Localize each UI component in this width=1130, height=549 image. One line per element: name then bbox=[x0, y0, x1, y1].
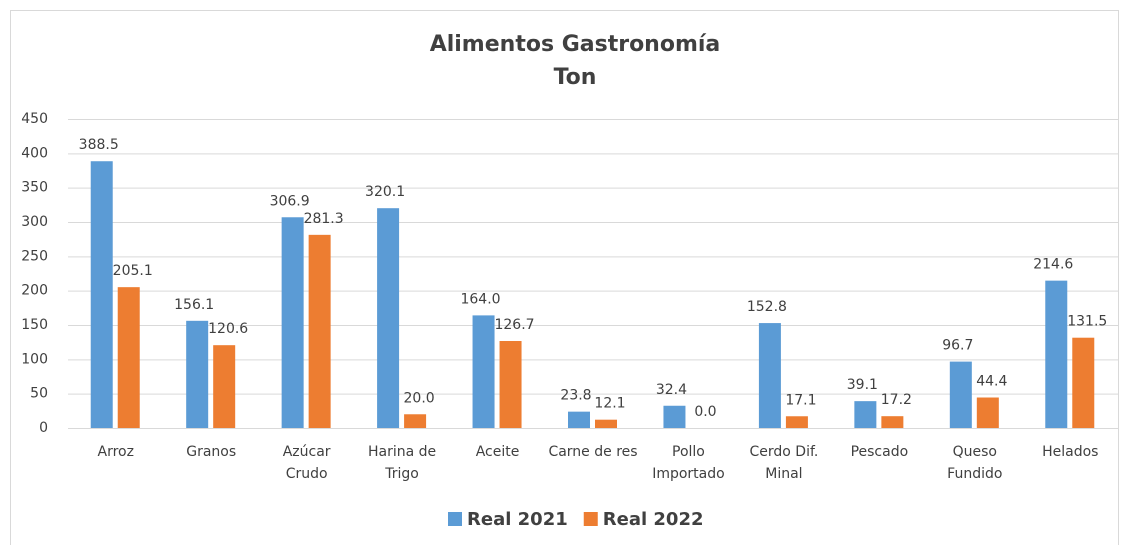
y-tick-label: 150 bbox=[21, 317, 48, 333]
y-tick-label: 450 bbox=[21, 111, 48, 127]
value-label: 17.2 bbox=[881, 392, 912, 408]
value-label: 12.1 bbox=[594, 396, 625, 412]
bar bbox=[568, 411, 590, 428]
x-tick-label: Pescado bbox=[851, 444, 909, 460]
value-label: 131.5 bbox=[1067, 314, 1107, 330]
value-label: 96.7 bbox=[942, 338, 973, 354]
x-tick-label: Pollo Importado bbox=[652, 444, 725, 482]
y-tick-label: 350 bbox=[21, 180, 48, 196]
bar bbox=[281, 217, 304, 428]
bar bbox=[117, 287, 140, 428]
value-label: 0.0 bbox=[694, 404, 716, 420]
bar bbox=[854, 401, 877, 428]
bar bbox=[308, 234, 331, 428]
value-label: 281.3 bbox=[304, 211, 344, 227]
bar bbox=[881, 416, 904, 428]
x-tick-label: Helados bbox=[1042, 444, 1098, 460]
value-label: 126.7 bbox=[494, 317, 534, 333]
value-label: 306.9 bbox=[270, 193, 310, 209]
y-tick-label: 0 bbox=[39, 420, 48, 436]
value-label: 156.1 bbox=[174, 297, 214, 313]
y-tick-label: 300 bbox=[21, 214, 48, 230]
y-tick-label: 400 bbox=[21, 145, 48, 161]
x-tick-label: Harina de Trigo bbox=[368, 444, 436, 482]
bar bbox=[499, 340, 522, 428]
value-label: 320.1 bbox=[365, 184, 405, 200]
bar bbox=[663, 405, 686, 428]
legend-swatch bbox=[448, 512, 462, 526]
y-tick-label: 50 bbox=[30, 386, 48, 402]
x-tick-label: Carne de res bbox=[548, 444, 637, 460]
bar bbox=[758, 323, 781, 428]
bar bbox=[213, 345, 236, 428]
y-tick-label: 200 bbox=[21, 283, 48, 299]
value-label: 205.1 bbox=[113, 263, 153, 279]
chart-frame bbox=[10, 10, 1119, 549]
value-label: 17.1 bbox=[785, 392, 816, 408]
bar bbox=[1045, 280, 1068, 428]
x-tick-label: Azúcar Crudo bbox=[283, 444, 331, 482]
chart-subtitle: Ton bbox=[554, 65, 597, 90]
x-tick-label: Arroz bbox=[98, 444, 134, 460]
value-label: 152.8 bbox=[747, 299, 787, 315]
bar bbox=[785, 416, 808, 428]
bar bbox=[186, 320, 209, 428]
legend-label: Real 2022 bbox=[603, 509, 704, 530]
value-label: 39.1 bbox=[847, 377, 878, 393]
x-tick-label: Aceite bbox=[476, 444, 520, 460]
value-label: 388.5 bbox=[79, 137, 119, 153]
bar bbox=[90, 161, 113, 429]
value-label: 164.0 bbox=[460, 291, 500, 307]
value-label: 214.6 bbox=[1033, 257, 1073, 273]
y-tick-label: 100 bbox=[21, 351, 48, 367]
bar bbox=[472, 315, 495, 428]
value-label: 120.6 bbox=[208, 321, 248, 337]
bar bbox=[404, 414, 427, 428]
bar bbox=[1072, 337, 1095, 428]
value-label: 32.4 bbox=[656, 382, 687, 398]
bar bbox=[595, 419, 617, 428]
value-label: 23.8 bbox=[560, 388, 591, 404]
x-tick-label: Cerdo Dif. Minal bbox=[749, 444, 818, 482]
bar bbox=[976, 397, 999, 428]
chart-title: Alimentos Gastronomía bbox=[430, 32, 721, 57]
bar bbox=[949, 361, 972, 428]
value-label: 44.4 bbox=[976, 374, 1007, 390]
legend-swatch bbox=[583, 512, 598, 526]
x-tick-label: Granos bbox=[186, 444, 236, 460]
legend-label: Real 2021 bbox=[467, 509, 568, 530]
x-tick-label: Queso Fundido bbox=[947, 444, 1002, 482]
value-label: 20.0 bbox=[404, 390, 435, 406]
y-tick-label: 250 bbox=[21, 248, 48, 264]
bar bbox=[377, 208, 400, 428]
